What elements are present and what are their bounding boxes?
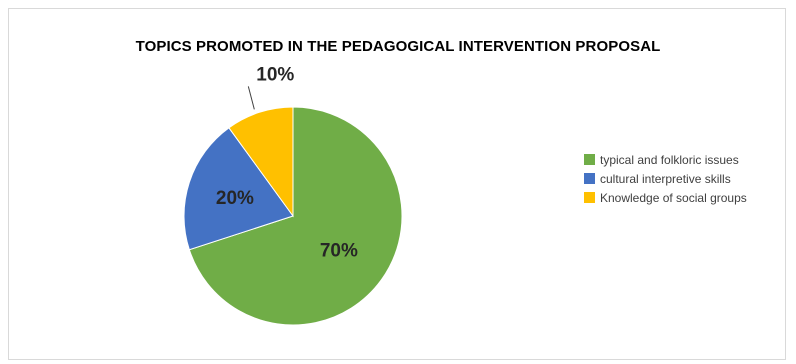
pie-slice-social-groups <box>228 106 294 218</box>
legend-label: Knowledge of social groups <box>600 190 747 205</box>
legend-label: typical and folkloric issues <box>600 152 739 167</box>
leader-line-social-groups <box>247 86 255 110</box>
legend: typical and folkloric issues cultural in… <box>584 150 747 207</box>
pie-slice-typical-folkloric <box>188 106 403 326</box>
legend-item-typical-folkloric: typical and folkloric issues <box>584 150 747 169</box>
legend-swatch <box>584 154 595 165</box>
data-label-cultural-interpretive: 20% <box>216 188 254 209</box>
legend-item-social-groups: Knowledge of social groups <box>584 188 747 207</box>
data-label-social-groups: 10% <box>256 64 294 85</box>
legend-item-cultural-interpretive: cultural interpretive skills <box>584 169 747 188</box>
legend-swatch <box>584 192 595 203</box>
legend-swatch <box>584 173 595 184</box>
data-label-typical-folkloric: 70% <box>320 240 358 261</box>
pie-slice-cultural-interpretive <box>183 127 294 251</box>
legend-label: cultural interpretive skills <box>600 171 731 186</box>
chart-title: TOPICS PROMOTED IN THE PEDAGOGICAL INTER… <box>135 38 661 55</box>
